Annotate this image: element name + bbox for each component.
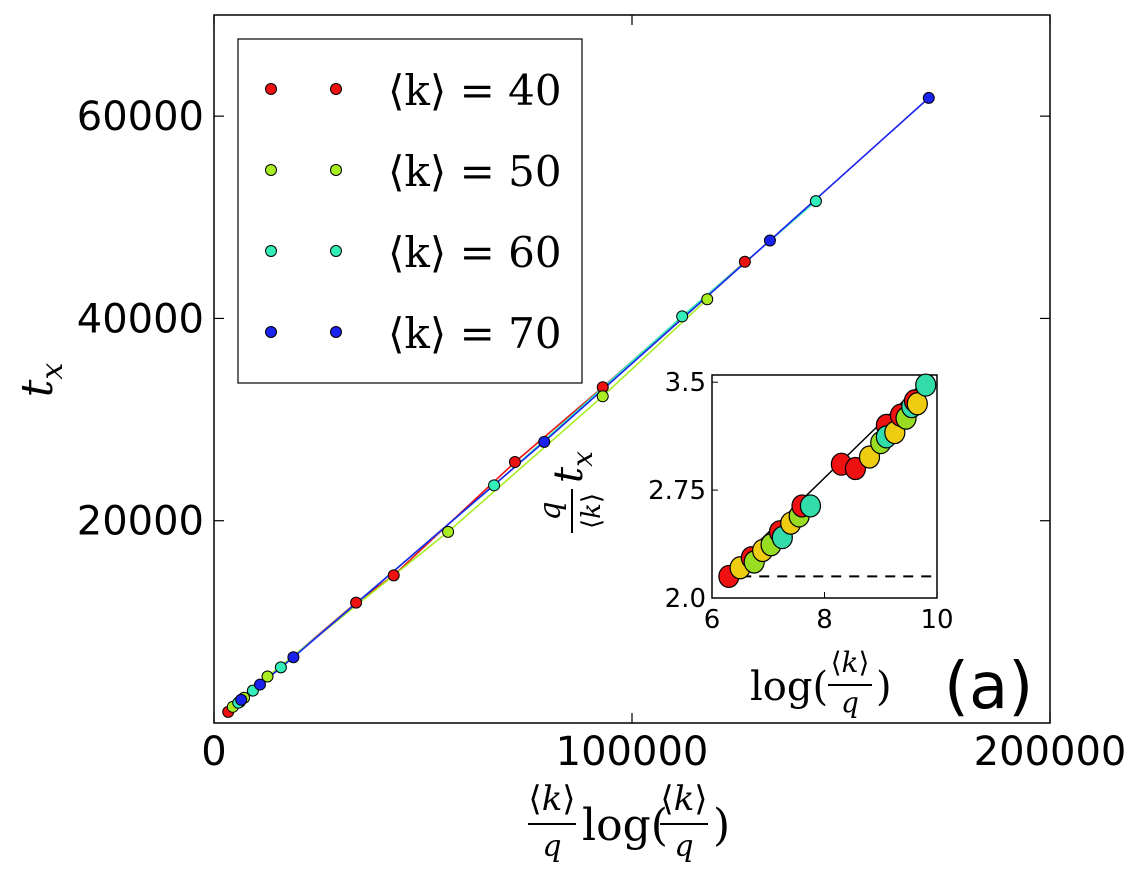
series-1-point — [387, 569, 400, 582]
series-3-point — [488, 479, 501, 492]
legend-label: ⟨k⟩ = 70 — [388, 309, 562, 358]
inset-point — [915, 373, 937, 397]
legend-marker — [265, 245, 277, 257]
legend-marker — [265, 164, 277, 176]
main-y-axis-label: tx — [12, 363, 70, 398]
legend-label: ⟨k⟩ = 60 — [388, 228, 562, 277]
inset-x-tick-label: 6 — [704, 605, 721, 635]
panel-label: (a) — [944, 650, 1033, 724]
series-1-point — [508, 456, 521, 469]
series-4-point — [763, 234, 776, 247]
svg-text:): ) — [876, 664, 892, 710]
series-3-point — [809, 195, 822, 208]
x-tick-label: 200000 — [974, 729, 1127, 775]
series-4-point — [253, 678, 266, 691]
series-4-point — [922, 91, 935, 104]
series-2-point — [596, 390, 609, 403]
series-4-point — [538, 435, 551, 448]
x-tick-label: 0 — [201, 729, 226, 775]
series-1-point — [738, 255, 751, 268]
svg-text:tx: tx — [12, 363, 70, 398]
legend-label: ⟨k⟩ = 50 — [388, 147, 562, 196]
inset-x-tick-label: 10 — [920, 605, 953, 635]
series-2-point — [261, 670, 274, 683]
svg-text:q: q — [542, 829, 561, 864]
legend-marker — [330, 83, 342, 95]
y-tick-label: 20000 — [77, 499, 204, 545]
inset-x-axis-label: log( ⟨k⟩ q ) — [750, 646, 892, 719]
legend-marker — [330, 326, 342, 338]
svg-text:⟨k⟩: ⟨k⟩ — [577, 493, 607, 529]
series-3-point — [676, 310, 689, 323]
svg-text:⟨k⟩: ⟨k⟩ — [528, 779, 575, 819]
svg-text:log(: log( — [750, 664, 828, 710]
inset-point — [799, 494, 822, 518]
svg-text:⟨k⟩: ⟨k⟩ — [660, 779, 707, 819]
svg-text:log(: log( — [582, 800, 668, 851]
inset-x-tick-label: 8 — [816, 605, 833, 635]
svg-text:q: q — [674, 829, 693, 864]
series-2-point — [701, 293, 714, 306]
series-2-point — [442, 525, 455, 538]
legend: ⟨k⟩ = 40 ⟨k⟩ = 50 ⟨k⟩ = 60 ⟨k⟩ = 70 — [237, 38, 583, 384]
legend-marker — [265, 326, 277, 338]
legend-marker — [265, 83, 277, 95]
legend-marker — [330, 245, 342, 257]
y-tick-label: 60000 — [77, 94, 204, 140]
inset-point — [906, 392, 928, 416]
series-4-point — [287, 651, 300, 664]
x-tick-label: 100000 — [556, 729, 709, 775]
main-x-axis-label: ⟨k⟩ q log( ⟨k⟩ q ) — [528, 779, 730, 864]
svg-text:q: q — [533, 501, 568, 520]
svg-text:⟨k⟩: ⟨k⟩ — [831, 646, 870, 679]
inset-y-tick-label: 3.5 — [665, 368, 706, 398]
legend-marker — [330, 164, 342, 176]
series-4-point — [235, 693, 248, 706]
legend-label: ⟨k⟩ = 40 — [388, 66, 562, 115]
legend-box — [237, 38, 583, 384]
inset-y-tick-label: 2.75 — [648, 476, 706, 506]
svg-text:): ) — [713, 800, 730, 851]
series-3-point — [274, 661, 287, 674]
series-1-point — [350, 596, 363, 609]
svg-text:q: q — [841, 686, 859, 719]
y-tick-label: 40000 — [77, 296, 204, 342]
inset-plot: 6 8 10 2.0 2.75 3.5 — [648, 368, 953, 635]
inset-y-tick-label: 2.0 — [665, 584, 706, 614]
